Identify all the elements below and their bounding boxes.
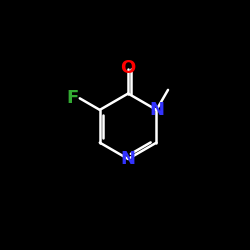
Text: N: N	[149, 101, 164, 119]
Text: N: N	[120, 150, 136, 168]
Text: O: O	[120, 58, 136, 76]
Text: F: F	[66, 89, 78, 107]
